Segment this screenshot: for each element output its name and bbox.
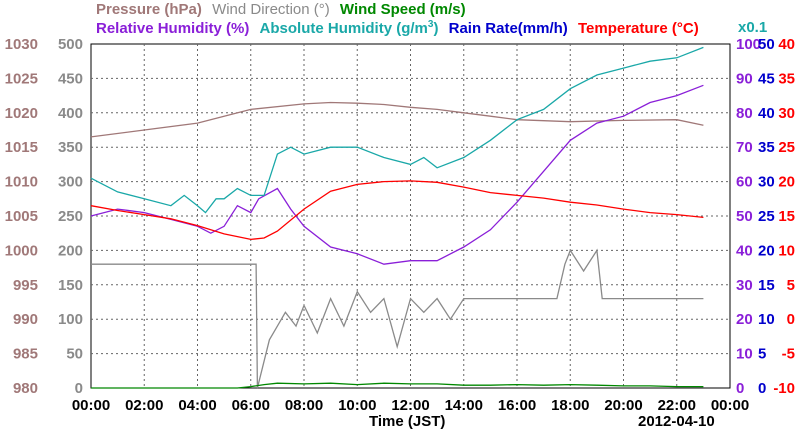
direction-tick-label: 200 [58, 242, 83, 259]
series-relative-humidity-line [90, 84, 704, 265]
x-tick-label: 18:00 [551, 397, 589, 414]
legend-row-1: Pressure (hPa) Wind Direction (°) Wind S… [96, 1, 466, 18]
legend-wind-direction: Wind Direction (°) [212, 1, 330, 18]
temperature-tick-label: 15 [778, 208, 795, 225]
pressure-tick-label: 1005 [5, 208, 38, 225]
humidity-tick-label: 20 [736, 311, 753, 328]
direction-tick-label: 0 [75, 380, 83, 397]
direction-tick-label: 400 [58, 105, 83, 122]
pressure-tick-label: 1010 [5, 174, 38, 191]
series-temperature-c-line [90, 180, 704, 241]
x-tick-label: 20:00 [604, 397, 642, 414]
direction-tick-label: 100 [58, 311, 83, 328]
x-tick-label: 04:00 [178, 397, 216, 414]
direction-tick-label: 350 [58, 139, 83, 156]
series-pressure-hpa-line [90, 101, 704, 138]
x-tick-label: 14:00 [445, 397, 483, 414]
series-wind-direction-line [91, 248, 704, 389]
pressure-tick-label: 1030 [5, 36, 38, 53]
x-tick-label: 02:00 [125, 397, 163, 414]
direction-tick-label: 500 [58, 36, 83, 53]
x-tick-label: 10:00 [338, 397, 376, 414]
direction-tick-label: 150 [58, 277, 83, 294]
legend-temperature: Temperature (°C) [577, 20, 699, 37]
legend-row-2: Relative Humidity (%) Absolute Humidity … [96, 19, 699, 37]
date-label: 2012-04-10 [638, 413, 715, 430]
rain-tick-label: 45 [758, 70, 775, 87]
humidity-tick-label: 30 [736, 277, 753, 294]
x-tick-label: 08:00 [285, 397, 323, 414]
legend-absolute-humidity: Absolute Humidity (g/m3) [259, 19, 439, 37]
temperature-tick-label: 0 [787, 311, 795, 328]
rain-tick-label: 30 [758, 174, 775, 191]
direction-tick-label: 250 [58, 208, 83, 225]
x-tick-label: 06:00 [232, 397, 270, 414]
temperature-tick-label: 5 [787, 277, 795, 294]
x-tick-label: 12:00 [391, 397, 429, 414]
x-axis-label: Time (JST) [369, 413, 446, 430]
pressure-tick-label: 995 [13, 277, 38, 294]
legend-pressure: Pressure (hPa) [96, 1, 202, 18]
pressure-tick-label: 1020 [5, 105, 38, 122]
series-wind-speed-m-s-line [91, 382, 704, 389]
direction-tick-label: 50 [66, 346, 83, 363]
pressure-tick-label: 980 [13, 380, 38, 397]
rain-tick-label: 5 [758, 346, 766, 363]
rain-tick-label: 40 [758, 105, 775, 122]
humidity-tick-label: 60 [736, 174, 753, 191]
x-tick-label: 00:00 [711, 397, 749, 414]
temperature-tick-label: -5 [782, 346, 795, 363]
temperature-tick-label: 20 [778, 174, 795, 191]
abs-humidity-scale-note: x0.1 [738, 19, 768, 36]
rain-tick-label: 15 [758, 277, 775, 294]
rain-tick-label: 25 [758, 208, 775, 225]
temperature-tick-label: 25 [778, 139, 795, 156]
temperature-tick-label: 40 [778, 36, 795, 53]
humidity-tick-label: 40 [736, 242, 753, 259]
pressure-tick-label: 1000 [5, 242, 38, 259]
legend-wind-speed: Wind Speed (m/s) [339, 1, 466, 18]
direction-tick-label: 300 [58, 174, 83, 191]
legend-relative-humidity: Relative Humidity (%) [96, 20, 250, 37]
temperature-tick-label: 10 [778, 242, 795, 259]
temperature-tick-label: 35 [778, 70, 795, 87]
rain-tick-label: 0 [758, 380, 766, 397]
temperature-tick-label: 30 [778, 105, 795, 122]
rain-tick-label: 20 [758, 242, 775, 259]
humidity-tick-label: 90 [736, 70, 753, 87]
humidity-tick-label: 50 [736, 208, 753, 225]
humidity-tick-label: 80 [736, 105, 753, 122]
legend-rain-rate: Rain Rate(mm/h) [448, 20, 568, 37]
rain-tick-label: 35 [758, 139, 775, 156]
humidity-tick-label: 10 [736, 346, 753, 363]
humidity-tick-label: 0 [736, 380, 744, 397]
humidity-tick-label: 70 [736, 139, 753, 156]
x-tick-label: 16:00 [498, 397, 536, 414]
pressure-tick-label: 985 [13, 346, 38, 363]
x-tick-label: 00:00 [72, 397, 110, 414]
rain-tick-label: 10 [758, 311, 775, 328]
pressure-tick-label: 1025 [5, 70, 38, 87]
temperature-tick-label: -10 [773, 380, 795, 397]
x-tick-label: 22:00 [658, 397, 696, 414]
direction-tick-label: 450 [58, 70, 83, 87]
humidity-tick-label: 100 [736, 36, 761, 53]
pressure-tick-label: 1015 [5, 139, 38, 156]
pressure-tick-label: 990 [13, 311, 38, 328]
series-absolute-humidity-x0-1-g-m3-line [90, 46, 704, 214]
rain-tick-label: 50 [758, 36, 775, 53]
